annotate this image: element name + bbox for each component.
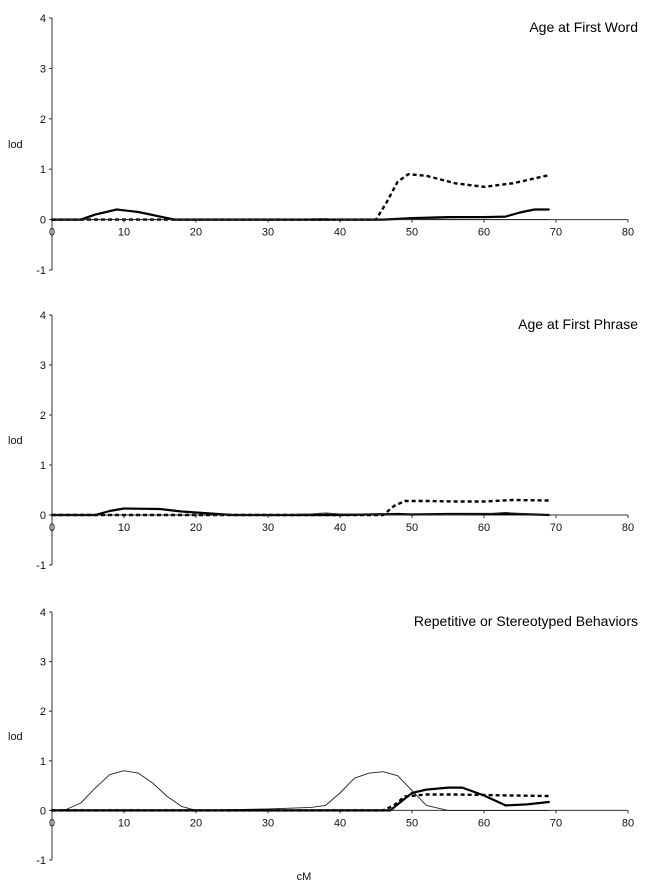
y-axis-label: lod xyxy=(8,731,23,743)
y-tick-label: 2 xyxy=(40,114,46,126)
x-tick-label: 40 xyxy=(334,817,346,829)
x-tick-label: 70 xyxy=(550,227,562,239)
y-tick-label: 1 xyxy=(40,460,46,472)
series-line-dashed xyxy=(52,793,549,812)
series-line-solid-thick xyxy=(50,786,550,812)
y-tick-label: 2 xyxy=(40,706,46,718)
x-tick-label: 30 xyxy=(262,817,274,829)
y-tick-label: 4 xyxy=(40,13,46,25)
x-tick-label: 20 xyxy=(190,522,202,534)
series-line-solid-thin xyxy=(51,512,550,516)
x-axis-label: cM xyxy=(297,871,312,880)
x-tick-label: 40 xyxy=(334,522,346,534)
series-line-dashed xyxy=(52,172,550,221)
x-tick-label: 80 xyxy=(622,522,634,534)
chart-title: Repetitive or Stereotyped Behaviors xyxy=(414,613,638,629)
x-tick-label: 70 xyxy=(550,817,562,829)
y-tick-label: 3 xyxy=(40,360,46,372)
y-tick-label: 0 xyxy=(40,510,46,522)
y-tick-label: 4 xyxy=(40,310,46,322)
y-tick-label: 1 xyxy=(40,164,46,176)
series-line-solid-thin xyxy=(51,218,550,221)
y-tick-label: 0 xyxy=(40,215,46,227)
x-tick-label: 80 xyxy=(622,227,634,239)
x-tick-label: 20 xyxy=(190,227,202,239)
series-line-solid-thick xyxy=(50,208,550,221)
chart-title: Age at First Word xyxy=(529,19,638,35)
x-tick-label: 30 xyxy=(262,227,274,239)
x-tick-label: 60 xyxy=(478,522,490,534)
y-tick-label: 4 xyxy=(40,607,46,619)
x-tick-label: 10 xyxy=(118,227,130,239)
x-tick-label: 60 xyxy=(478,227,490,239)
y-tick-label: 3 xyxy=(40,63,46,75)
x-tick-label: 0 xyxy=(49,227,55,239)
y-tick-label: -1 xyxy=(36,265,46,277)
y-tick-label: 3 xyxy=(40,657,46,669)
y-axis-label: lod xyxy=(8,435,23,447)
x-tick-label: 40 xyxy=(334,227,346,239)
x-tick-label: 80 xyxy=(622,817,634,829)
x-tick-label: 10 xyxy=(118,522,130,534)
x-tick-label: 20 xyxy=(190,817,202,829)
x-tick-label: 50 xyxy=(406,227,418,239)
x-tick-label: 30 xyxy=(262,522,274,534)
series-line-solid-thin xyxy=(51,770,550,811)
x-tick-label: 70 xyxy=(550,522,562,534)
chart-title: Age at First Phrase xyxy=(518,316,638,332)
x-tick-label: 0 xyxy=(49,522,55,534)
y-tick-label: 0 xyxy=(40,805,46,817)
x-tick-label: 0 xyxy=(49,817,55,829)
y-tick-label: -1 xyxy=(36,560,46,572)
x-tick-label: 50 xyxy=(406,522,418,534)
y-tick-label: 2 xyxy=(40,410,46,422)
x-tick-label: 50 xyxy=(406,817,418,829)
y-axis-label: lod xyxy=(8,139,23,151)
x-tick-label: 10 xyxy=(118,817,130,829)
y-tick-label: 1 xyxy=(40,756,46,768)
y-tick-label: -1 xyxy=(36,855,46,867)
x-tick-label: 60 xyxy=(478,817,490,829)
